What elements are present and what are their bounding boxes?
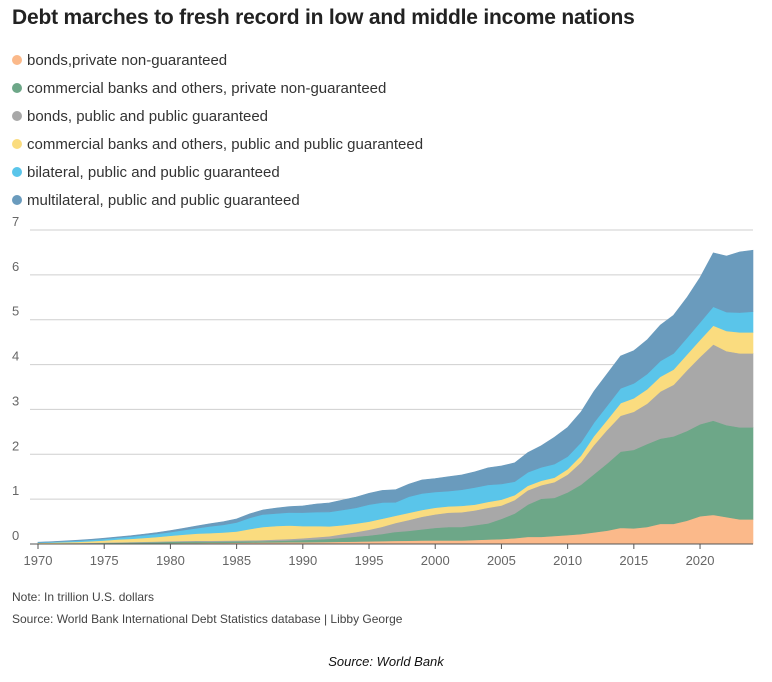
- y-tick-label: 7: [12, 214, 19, 229]
- chart-legend: bonds,private non-guaranteed commercial b…: [12, 46, 423, 214]
- legend-label: bonds, public and public guaranteed: [27, 107, 269, 125]
- y-tick-label: 3: [12, 393, 19, 408]
- area-series-5: [37, 249, 754, 543]
- chart-title: Debt marches to fresh record in low and …: [12, 6, 635, 29]
- y-tick-label: 2: [12, 438, 19, 453]
- image-credit: Source: World Bank: [328, 654, 444, 669]
- legend-label: multilateral, public and public guarante…: [27, 191, 300, 209]
- x-tick-label: 1985: [222, 553, 251, 568]
- y-tick-label: 5: [12, 304, 19, 319]
- area-chart: 0 1 2 3 4 5 6 7 1970 1975 1980 1985 1990 1995 2000 2005…: [12, 214, 754, 568]
- legend-swatch: [12, 111, 22, 121]
- stacked-areas: [37, 249, 754, 545]
- x-tick-label: 2020: [686, 553, 715, 568]
- y-tick-label: 6: [12, 259, 19, 274]
- x-tick-label: 1995: [355, 553, 384, 568]
- legend-swatch: [12, 55, 22, 65]
- legend-item: bilateral, public and public guaranteed: [12, 158, 423, 186]
- legend-swatch: [12, 139, 22, 149]
- y-tick-label: 0: [12, 528, 19, 543]
- y-tick-label: 4: [12, 349, 19, 364]
- legend-swatch: [12, 167, 22, 177]
- legend-item: bonds,private non-guaranteed: [12, 46, 423, 74]
- legend-label: bonds,private non-guaranteed: [27, 51, 228, 69]
- chart-source-line: Source: World Bank International Debt St…: [12, 612, 403, 626]
- x-tick-label: 2015: [619, 553, 648, 568]
- legend-item: bonds, public and public guaranteed: [12, 102, 423, 130]
- legend-label: bilateral, public and public guaranteed: [27, 163, 280, 181]
- x-tick-label: 2000: [421, 553, 450, 568]
- axes: 0 1 2 3 4 5 6 7 1970 1975 1980 1985 1990 1995 2000 2005…: [12, 214, 753, 568]
- x-tick-label: 2010: [553, 553, 582, 568]
- legend-swatch: [12, 195, 22, 205]
- legend-swatch: [12, 83, 22, 93]
- x-tick-label: 1990: [288, 553, 317, 568]
- legend-item: multilateral, public and public guarante…: [12, 186, 423, 214]
- x-tick-label: 1975: [90, 553, 119, 568]
- x-tick-label: 1970: [24, 553, 53, 568]
- x-tick-label: 1980: [156, 553, 185, 568]
- x-tick-label: 2005: [487, 553, 516, 568]
- chart-note: Note: In trillion U.S. dollars: [12, 590, 155, 604]
- legend-item: commercial banks and others, public and …: [12, 130, 423, 158]
- legend-label: commercial banks and others, public and …: [27, 135, 424, 153]
- legend-label: commercial banks and others, private non…: [27, 79, 387, 97]
- legend-item: commercial banks and others, private non…: [12, 74, 423, 102]
- y-tick-label: 1: [12, 483, 19, 498]
